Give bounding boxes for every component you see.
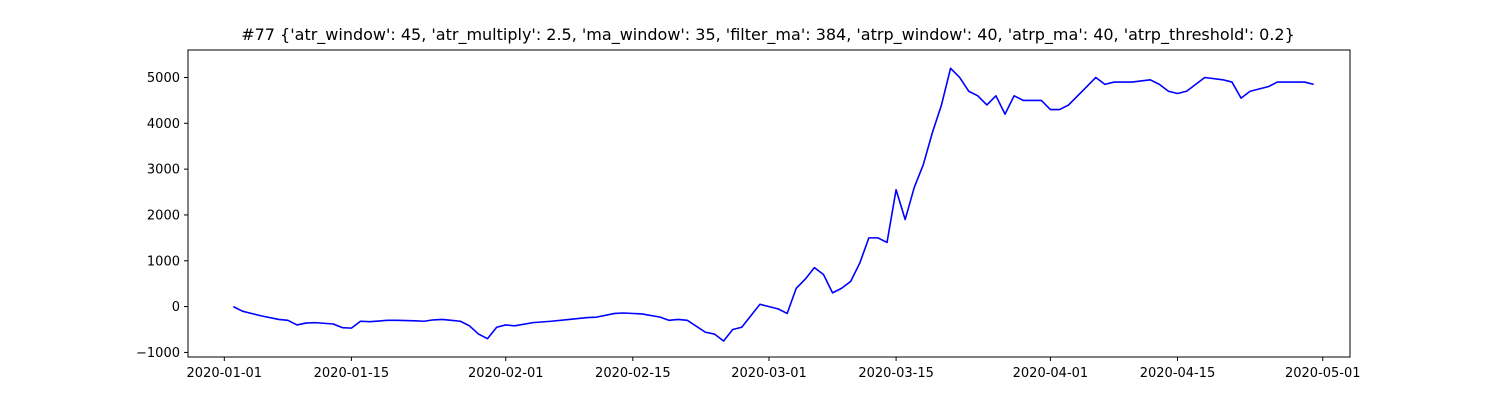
y-tick-label: 0	[172, 300, 180, 315]
y-tick-label: 1000	[147, 254, 180, 269]
y-tick-label: 5000	[147, 71, 180, 86]
series-layer	[233, 67, 1314, 342]
x-tick-label: 2020-05-01	[1285, 366, 1361, 381]
y-tick-label: 2000	[147, 208, 180, 223]
plot-frame	[187, 49, 1351, 358]
series-line-0	[233, 67, 1314, 342]
x-tick-label: 2020-03-15	[858, 366, 934, 381]
x-tick-label: 2020-01-15	[314, 366, 390, 381]
x-tick-label: 2020-04-15	[1140, 366, 1216, 381]
y-tick-label: 3000	[147, 163, 180, 178]
y-axis: −1000 0 1000 2000 3000 4000 5000	[136, 71, 188, 361]
x-tick-label: 2020-02-15	[595, 366, 671, 381]
x-tick-label: 2020-02-01	[468, 366, 544, 381]
chart-title: #77 {'atr_window': 45, 'atr_multiply': 2…	[241, 25, 1295, 45]
x-tick-label: 2020-03-01	[731, 366, 807, 381]
x-tick-label: 2020-04-01	[1013, 366, 1089, 381]
y-tick-label: −1000	[136, 346, 180, 361]
y-tick-label: 4000	[147, 117, 180, 132]
x-axis: 2020-01-01 2020-01-15 2020-02-01 2020-02-15…	[187, 357, 1361, 381]
x-tick-label: 2020-01-01	[187, 366, 263, 381]
